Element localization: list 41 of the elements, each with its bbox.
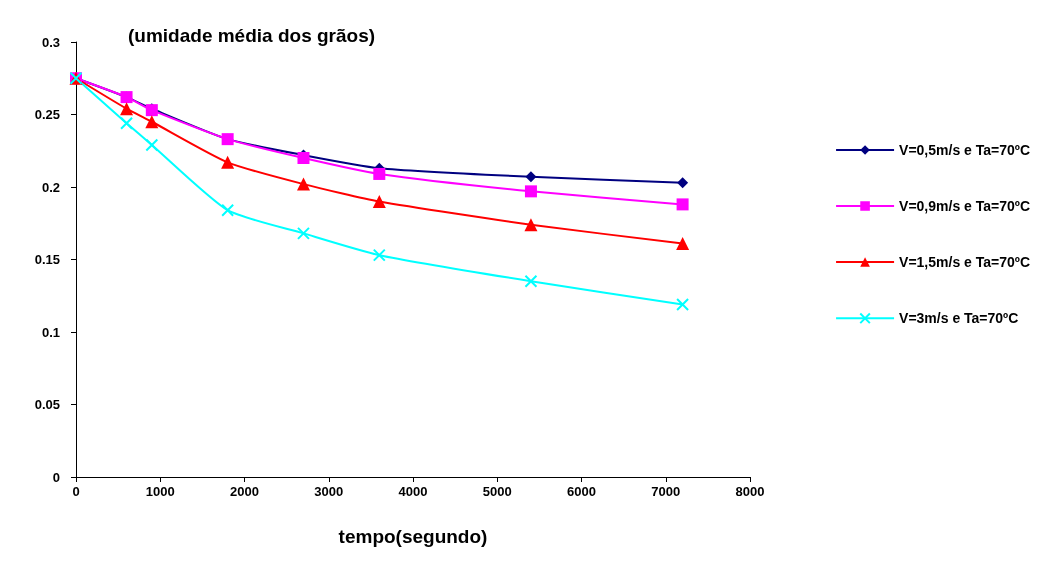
point: [221, 203, 235, 217]
x-tick-label: 2000: [230, 484, 259, 499]
point: [296, 226, 310, 240]
point: [676, 237, 690, 251]
point: [372, 195, 386, 208]
point: [372, 248, 386, 262]
y-tick-label: 0.15: [34, 252, 60, 267]
point: [677, 177, 689, 189]
y-tick-label: 0.1: [41, 324, 60, 340]
point: [524, 218, 538, 232]
legend-label: V=1,5m/s e Ta=70ºC: [899, 254, 1030, 270]
legend-label: V=0,5m/s e Ta=70ºC: [899, 142, 1030, 158]
point: [120, 116, 134, 130]
x-tick-label: 1000: [145, 484, 175, 499]
x-tick-label: 6000: [567, 484, 596, 499]
y-tick-label: 0.2: [41, 179, 60, 195]
y-tick-label: 0: [52, 469, 60, 485]
y-tick-label: 0.05: [34, 397, 60, 412]
x-tick-label: 0: [72, 484, 80, 499]
point: [525, 171, 537, 183]
legend-label: V=0,9m/s e Ta=70ºC: [899, 198, 1030, 214]
point: [524, 185, 537, 198]
point: [676, 198, 689, 211]
point: [145, 115, 159, 129]
point: [296, 177, 310, 191]
x-tick-label: 8000: [735, 484, 765, 499]
point: [524, 274, 538, 288]
point: [120, 102, 134, 116]
legend-label: V=3m/s e Ta=70ºC: [899, 310, 1019, 327]
x-tick-label: 3000: [314, 484, 344, 499]
x-tick-label: 5000: [482, 484, 512, 499]
x-tick-label: 7000: [651, 484, 681, 499]
x-tick-label: 4000: [398, 484, 428, 499]
x-axis-title: tempo(segundo): [338, 526, 488, 547]
point: [676, 297, 690, 311]
y-axis-title: (umidade média dos grãos): [128, 25, 376, 46]
y-tick-label: 0.25: [34, 107, 60, 122]
y-tick-label: 0.3: [41, 34, 60, 50]
point: [373, 167, 386, 180]
point: [145, 138, 159, 152]
point: [221, 155, 235, 169]
